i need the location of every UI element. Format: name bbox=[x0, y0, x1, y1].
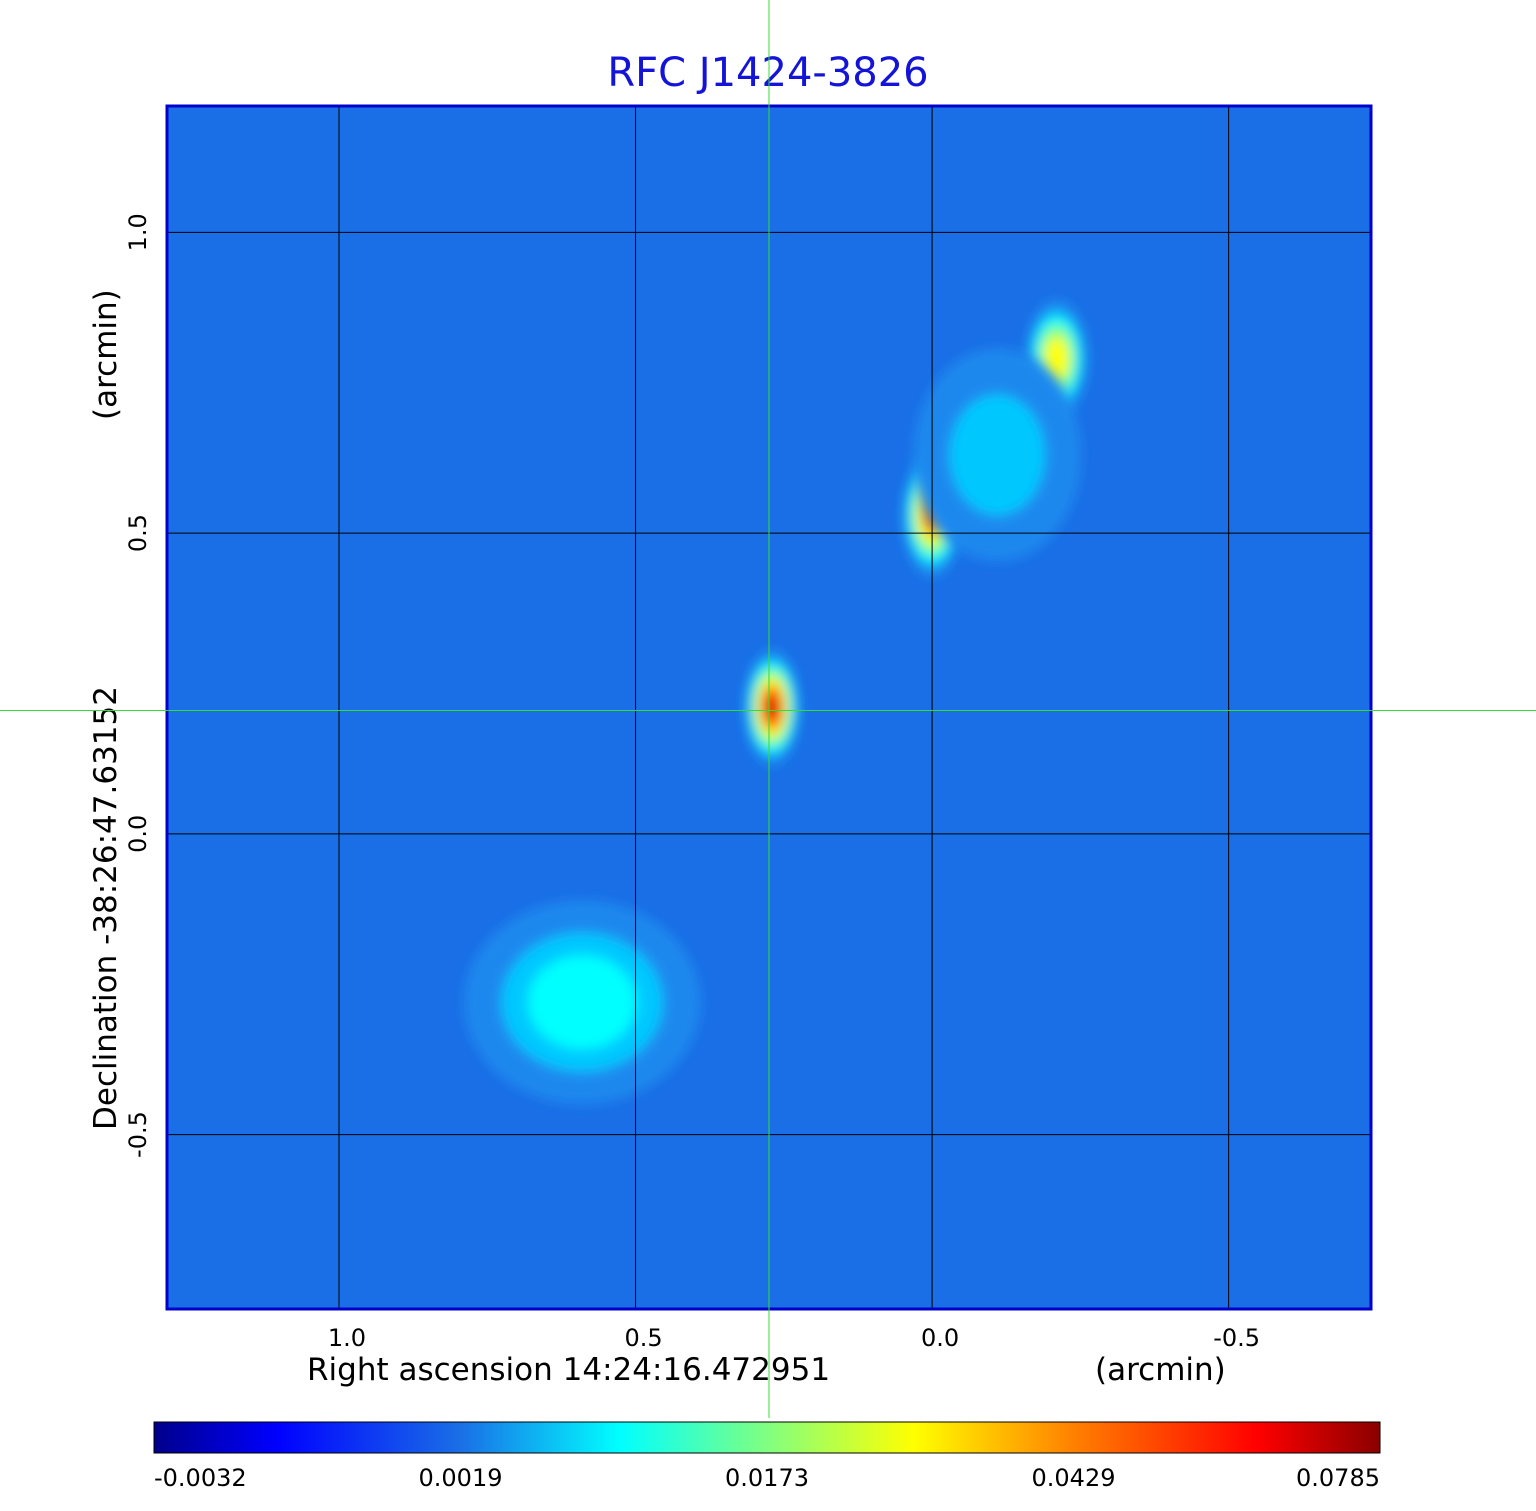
x-tick-label: 0.5 bbox=[624, 1324, 662, 1352]
chart-title: RFC J1424-3826 bbox=[607, 50, 928, 96]
x-tick-labels: 1.0 0.5 0.0 -0.5 bbox=[328, 1324, 1260, 1352]
emission-layer bbox=[463, 299, 1089, 1105]
y-axis-unit: (arcmin) bbox=[88, 289, 124, 420]
y-axis-label: Declination -38:26:47.63152 bbox=[88, 686, 124, 1130]
colorbar-tick-labels: -0.0032 0.0019 0.0173 0.0429 0.0785 bbox=[154, 1464, 1380, 1492]
emission-contour bbox=[527, 955, 637, 1050]
emission-contour bbox=[767, 698, 777, 717]
y-tick-label: -0.5 bbox=[124, 1111, 152, 1158]
x-tick-label: 1.0 bbox=[328, 1324, 366, 1352]
x-tick-label: 0.0 bbox=[921, 1324, 959, 1352]
colorbar-tick-label: 0.0019 bbox=[419, 1464, 503, 1492]
x-axis-unit: (arcmin) bbox=[1095, 1352, 1226, 1388]
crosshair bbox=[0, 0, 1536, 1418]
y-tick-label: 0.0 bbox=[124, 815, 152, 853]
x-axis-label: Right ascension 14:24:16.472951 bbox=[307, 1352, 830, 1388]
colorbar-tick-label: 0.0785 bbox=[1296, 1464, 1380, 1492]
emission-contour bbox=[949, 394, 1045, 516]
colorbar-tick-label: -0.0032 bbox=[154, 1464, 247, 1492]
emission-contour bbox=[1044, 336, 1069, 381]
source-se-lobe bbox=[463, 900, 701, 1105]
y-tick-label: 1.0 bbox=[124, 213, 152, 251]
y-tick-label: 0.5 bbox=[124, 514, 152, 552]
colorbar-tick-label: 0.0173 bbox=[725, 1464, 809, 1492]
colorbar: -0.0032 0.0019 0.0173 0.0429 0.0785 bbox=[153, 1421, 1381, 1492]
source-core bbox=[743, 649, 801, 766]
colorbar-gradient bbox=[153, 1421, 1381, 1454]
colorbar-tick-label: 0.0429 bbox=[1032, 1464, 1116, 1492]
x-tick-label: -0.5 bbox=[1213, 1324, 1260, 1352]
y-tick-labels: 1.0 0.5 0.0 -0.5 bbox=[124, 213, 152, 1158]
source-nw-jet bbox=[913, 348, 1082, 562]
